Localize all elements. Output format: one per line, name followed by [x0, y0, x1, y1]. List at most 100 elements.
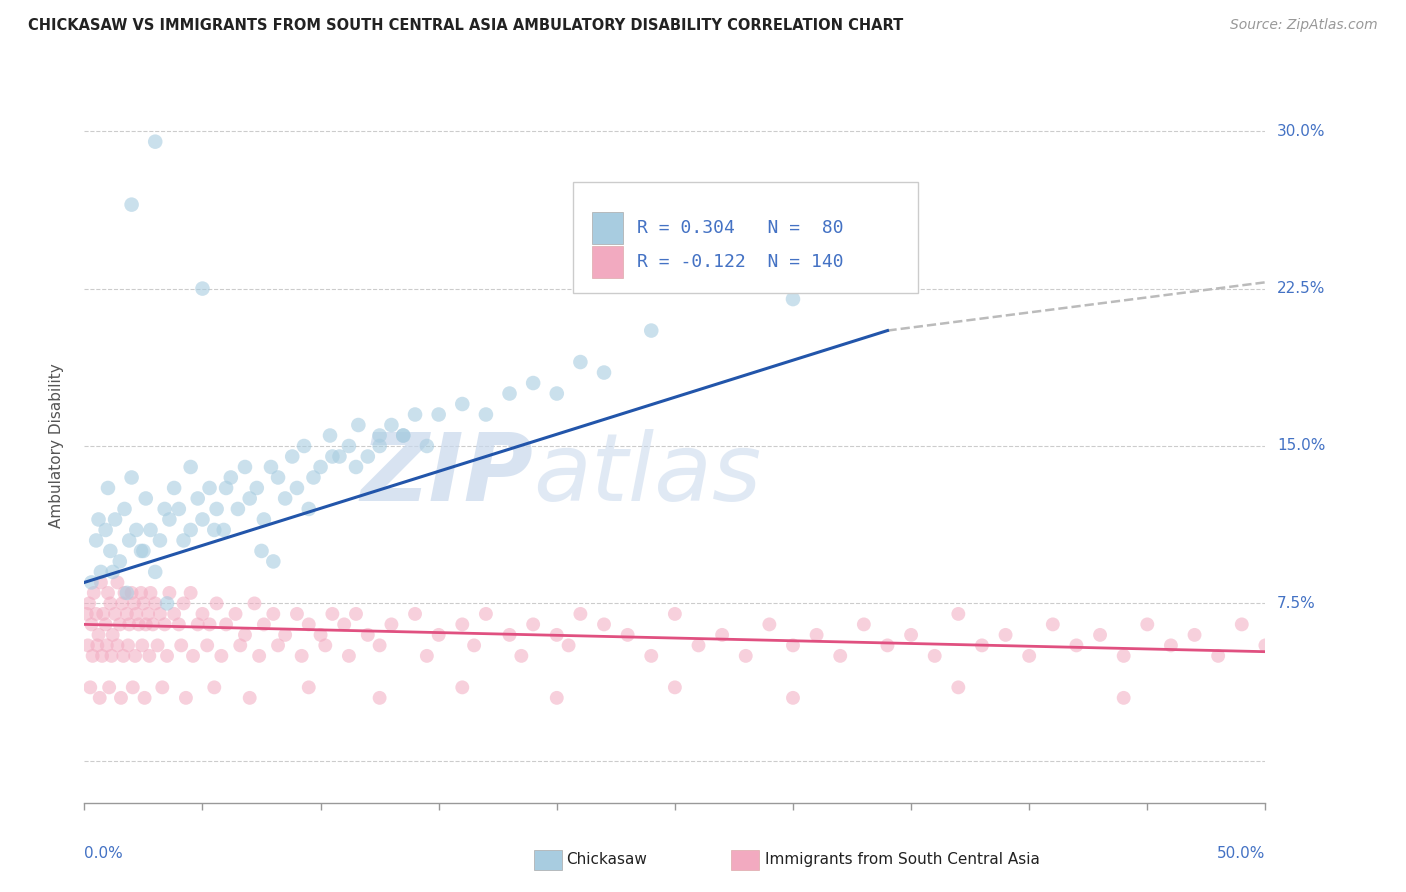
Point [344, 460, 367, 475]
Point [87, 628, 110, 642]
Text: R = -0.122  N = 140: R = -0.122 N = 140 [637, 253, 844, 271]
Text: CHICKASAW VS IMMIGRANTS FROM SOUTH CENTRAL ASIA AMBULATORY DISABILITY CORRELATIO: CHICKASAW VS IMMIGRANTS FROM SOUTH CENTR… [28, 18, 904, 33]
Point [298, 502, 321, 516]
Point [1230, 617, 1253, 632]
Point [97, 586, 120, 600]
Point [451, 681, 474, 695]
Point [246, 481, 269, 495]
Point [711, 628, 734, 642]
Point [143, 596, 166, 610]
Point [616, 628, 638, 642]
Point [97, 481, 120, 495]
Point [291, 648, 314, 663]
Point [243, 596, 266, 610]
Point [149, 607, 172, 621]
Point [292, 439, 315, 453]
Point [156, 648, 179, 663]
Point [404, 607, 426, 621]
Point [593, 366, 616, 380]
Point [180, 586, 202, 600]
Point [463, 639, 485, 653]
Text: 50.0%: 50.0% [1218, 846, 1265, 861]
Point [114, 502, 136, 516]
Point [129, 586, 152, 600]
Point [337, 648, 360, 663]
Point [404, 408, 426, 422]
Text: 7.5%: 7.5% [1277, 596, 1316, 611]
Point [112, 648, 135, 663]
Point [98, 681, 121, 695]
Point [593, 617, 616, 632]
Point [948, 681, 970, 695]
Point [852, 617, 875, 632]
Point [124, 648, 146, 663]
Point [125, 607, 148, 621]
Point [167, 617, 190, 632]
Point [149, 533, 172, 548]
Point [110, 690, 132, 705]
Point [900, 628, 922, 642]
Point [239, 491, 262, 506]
Point [115, 607, 138, 621]
Point [111, 596, 134, 610]
Point [274, 628, 297, 642]
Point [229, 639, 252, 653]
Point [924, 648, 946, 663]
Point [100, 648, 122, 663]
Point [121, 470, 143, 484]
Point [226, 502, 249, 516]
Point [83, 586, 105, 600]
Point [146, 639, 169, 653]
Point [427, 408, 450, 422]
Point [219, 470, 242, 484]
Point [80, 575, 103, 590]
Point [321, 450, 343, 464]
Point [267, 639, 290, 653]
Point [782, 639, 804, 653]
Point [139, 523, 162, 537]
Point [380, 417, 402, 432]
Point [191, 607, 214, 621]
Point [233, 460, 256, 475]
Point [664, 607, 686, 621]
Point [101, 628, 124, 642]
Point [180, 460, 202, 475]
Point [173, 596, 195, 610]
Point [498, 628, 520, 642]
Point [115, 586, 138, 600]
Point [77, 596, 100, 610]
Point [118, 617, 141, 632]
Point [948, 607, 970, 621]
Point [1254, 639, 1277, 653]
Point [90, 575, 112, 590]
Point [298, 681, 321, 695]
Point [368, 639, 391, 653]
Point [181, 648, 204, 663]
Point [191, 282, 214, 296]
Point [118, 533, 141, 548]
Point [302, 470, 325, 484]
Point [143, 135, 166, 149]
Point [253, 512, 276, 526]
Point [416, 439, 439, 453]
Point [522, 376, 544, 390]
Point [267, 470, 290, 484]
Point [640, 648, 662, 663]
Point [782, 690, 804, 705]
Point [239, 690, 262, 705]
Point [91, 648, 114, 663]
Point [640, 324, 662, 338]
Point [333, 617, 356, 632]
Point [84, 533, 107, 548]
Point [688, 639, 710, 653]
Point [104, 512, 127, 526]
Point [195, 639, 218, 653]
Point [498, 386, 520, 401]
Point [758, 617, 780, 632]
Point [321, 607, 343, 621]
Point [357, 628, 380, 642]
Point [104, 607, 127, 621]
Point [1066, 639, 1088, 653]
Text: 15.0%: 15.0% [1277, 439, 1326, 453]
Point [337, 439, 360, 453]
